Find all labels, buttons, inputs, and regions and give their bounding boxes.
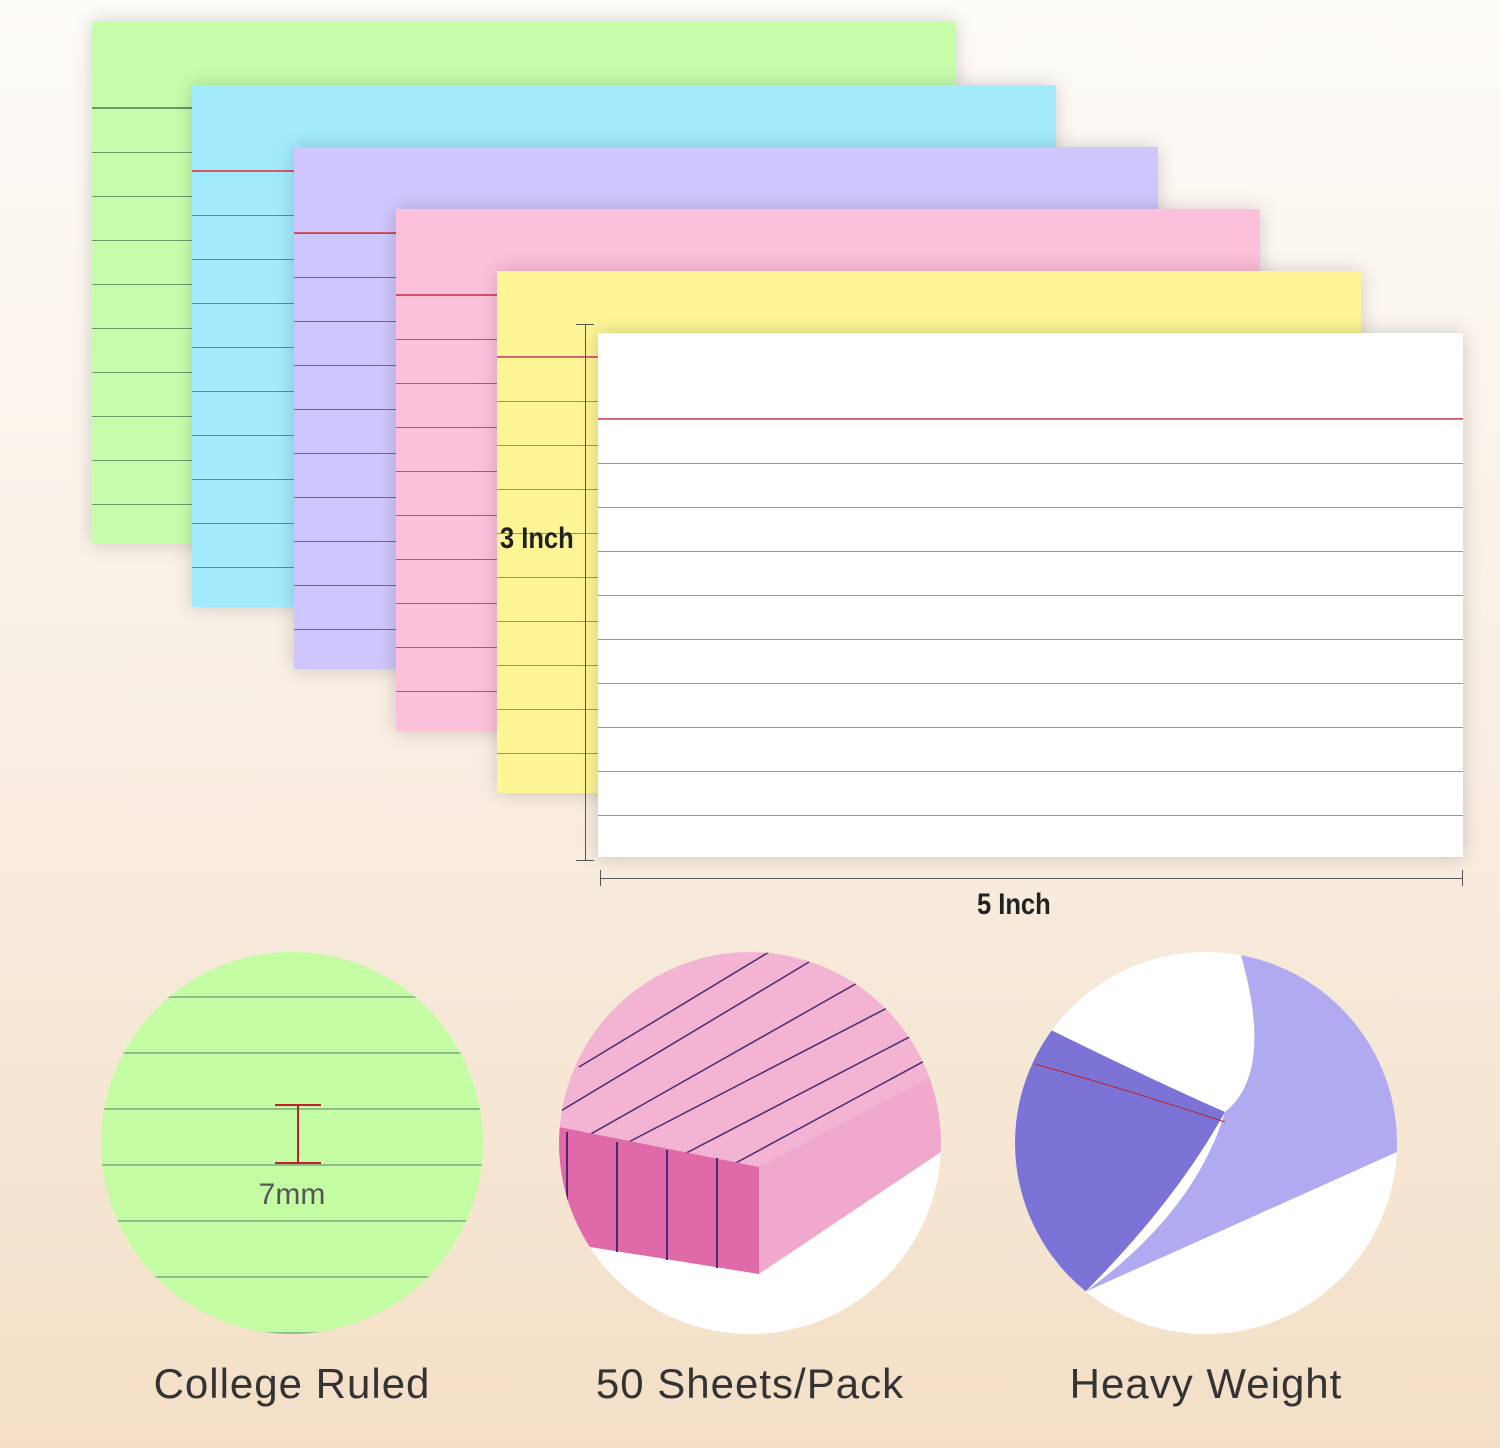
spacing-annotation: 7mm (258, 1178, 326, 1211)
heavy-weight-circle (1015, 952, 1397, 1334)
curled-card-illustration (1015, 952, 1397, 1334)
card-white (598, 333, 1463, 857)
feature-caption-heavy-weight: Heavy Weight (1069, 1360, 1343, 1407)
college-ruled-circle: 7mm (101, 952, 483, 1334)
stack-illustration (559, 952, 941, 1274)
feature-caption-sheets-per-pack: 50 Sheets/Pack (595, 1360, 905, 1407)
height-label: 3 Inch (500, 522, 574, 555)
width-label: 5 Inch (977, 888, 1051, 921)
sheets-stack-circle (559, 952, 941, 1334)
feature-caption-college-ruled: College Ruled (153, 1360, 431, 1407)
spacing-marker-icon (275, 1104, 321, 1164)
